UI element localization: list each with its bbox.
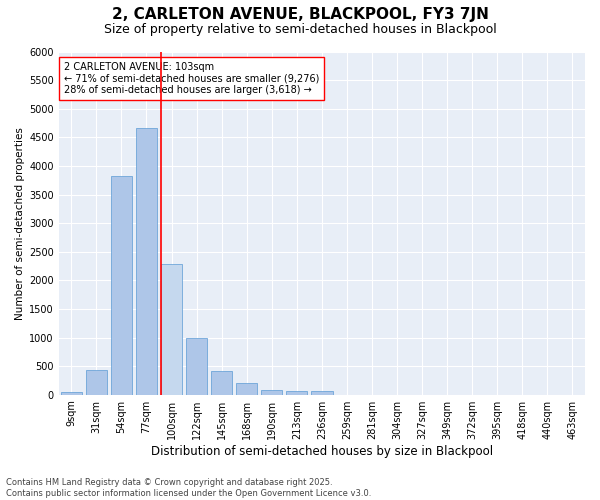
Bar — [136, 128, 157, 394]
Bar — [211, 372, 232, 394]
Bar — [86, 370, 107, 394]
Bar — [311, 391, 332, 394]
Bar — [111, 176, 132, 394]
Text: 2, CARLETON AVENUE, BLACKPOOL, FY3 7JN: 2, CARLETON AVENUE, BLACKPOOL, FY3 7JN — [112, 8, 488, 22]
Bar — [236, 384, 257, 394]
Bar — [261, 390, 283, 394]
Text: 2 CARLETON AVENUE: 103sqm
← 71% of semi-detached houses are smaller (9,276)
28% : 2 CARLETON AVENUE: 103sqm ← 71% of semi-… — [64, 62, 319, 95]
Bar — [186, 338, 207, 394]
Text: Size of property relative to semi-detached houses in Blackpool: Size of property relative to semi-detach… — [104, 22, 496, 36]
Bar — [286, 390, 307, 394]
Bar — [161, 264, 182, 394]
Text: Contains HM Land Registry data © Crown copyright and database right 2025.
Contai: Contains HM Land Registry data © Crown c… — [6, 478, 371, 498]
X-axis label: Distribution of semi-detached houses by size in Blackpool: Distribution of semi-detached houses by … — [151, 444, 493, 458]
Bar — [61, 392, 82, 394]
Y-axis label: Number of semi-detached properties: Number of semi-detached properties — [15, 126, 25, 320]
